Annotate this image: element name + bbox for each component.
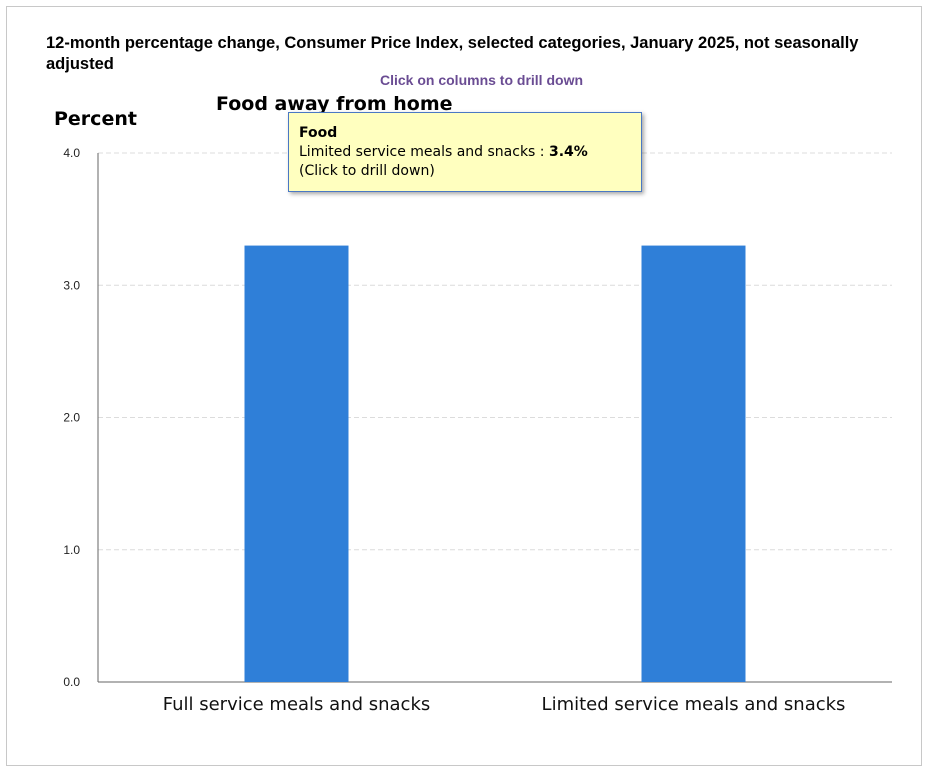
y-axis-label: Percent xyxy=(54,108,137,130)
tooltip-series-label: Limited service meals and snacks : xyxy=(299,144,545,160)
tooltip-title: Food xyxy=(299,125,338,141)
tooltip-value: 3.4% xyxy=(548,144,588,160)
drill-down-hint: Click on columns to drill down xyxy=(380,72,584,88)
y-tick-label: 2.0 xyxy=(63,411,80,425)
bar-2[interactable] xyxy=(641,245,746,682)
y-tick-label: 3.0 xyxy=(63,278,80,292)
y-tick-label: 0.0 xyxy=(63,675,80,689)
x-tick-label: Full service meals and snacks xyxy=(163,694,431,715)
bar-chart: 0.0 1.0 2.0 3.0 4.0 Full service meals and sn… xyxy=(63,146,892,715)
tooltip-value-line: Limited service meals and snacks : 3.4% xyxy=(299,143,631,162)
page-title: 12-month percentage change, Consumer Pri… xyxy=(46,34,859,73)
tooltip: Food Limited service meals and snacks : … xyxy=(288,112,642,192)
tooltip-hint: (Click to drill down) xyxy=(299,163,435,179)
bar-1[interactable] xyxy=(244,245,349,682)
chart-title: Food away from home xyxy=(216,93,453,115)
y-tick-label: 4.0 xyxy=(63,146,80,160)
x-tick-label: Limited service meals and snacks xyxy=(542,694,846,715)
y-tick-label: 1.0 xyxy=(63,543,80,557)
